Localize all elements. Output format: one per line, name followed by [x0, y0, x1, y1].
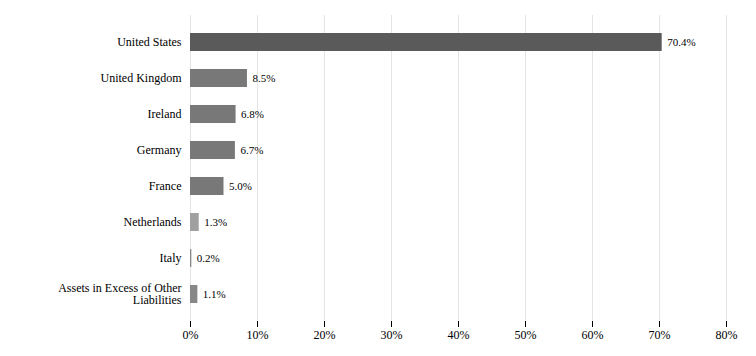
svg-text:Ireland: Ireland — [148, 107, 182, 121]
svg-text:0.2%: 0.2% — [197, 252, 220, 264]
svg-text:80%: 80% — [716, 328, 738, 342]
svg-text:70%: 70% — [649, 328, 671, 342]
svg-text:France: France — [149, 179, 182, 193]
svg-text:6.8%: 6.8% — [241, 108, 264, 120]
svg-text:70.4%: 70.4% — [667, 36, 695, 48]
svg-text:30%: 30% — [381, 328, 403, 342]
svg-text:8.5%: 8.5% — [252, 72, 275, 84]
svg-text:40%: 40% — [448, 328, 470, 342]
svg-text:20%: 20% — [314, 328, 336, 342]
svg-text:6.7%: 6.7% — [240, 144, 263, 156]
svg-text:10%: 10% — [247, 328, 269, 342]
svg-text:50%: 50% — [515, 328, 537, 342]
svg-text:60%: 60% — [582, 328, 604, 342]
svg-text:Netherlands: Netherlands — [124, 215, 182, 229]
svg-text:1.3%: 1.3% — [204, 216, 227, 228]
svg-text:Italy: Italy — [160, 251, 182, 265]
svg-text:Germany: Germany — [137, 143, 182, 157]
svg-text:1.1%: 1.1% — [203, 288, 226, 300]
svg-text:Assets in Excess of OtherLiabi: Assets in Excess of OtherLiabilities — [58, 281, 182, 307]
svg-text:United Kingdom: United Kingdom — [101, 71, 183, 85]
svg-text:United States: United States — [117, 35, 182, 49]
svg-text:0%: 0% — [183, 328, 199, 342]
svg-text:5.0%: 5.0% — [229, 180, 252, 192]
